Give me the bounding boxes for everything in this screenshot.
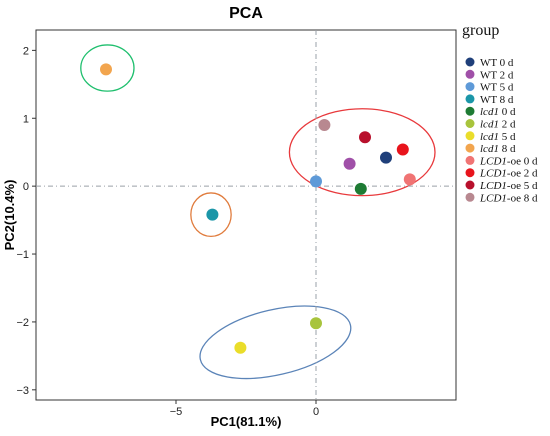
legend-label: LCD1-oe 0 d [479, 155, 538, 167]
y-tick-label: 1 [23, 113, 29, 125]
plot-frame [35, 29, 457, 401]
y-tick-label: 0 [23, 181, 29, 193]
legend-marker [465, 94, 475, 104]
data-point [380, 151, 392, 164]
legend-label: WT 0 d [480, 57, 514, 69]
y-tick-label: −1 [16, 249, 29, 261]
legend-label: lcd1 5 d [480, 131, 516, 143]
legend-label: LCD1-oe 2 d [479, 168, 538, 180]
data-point [359, 131, 371, 144]
data-point [206, 208, 219, 221]
data-point [310, 175, 322, 188]
legend-label: lcd1 0 d [480, 106, 516, 118]
legend-marker [465, 155, 475, 165]
data-point [354, 182, 367, 195]
legend-label: WT 5 d [480, 82, 514, 94]
points-layer [100, 63, 416, 354]
group-ellipse [80, 44, 135, 92]
legend-marker [465, 131, 475, 141]
legend-title: group [462, 22, 499, 39]
legend-marker [465, 143, 475, 153]
legend-marker [465, 168, 475, 178]
data-point [100, 63, 112, 76]
group-ellipse [190, 192, 232, 238]
legend-marker [465, 180, 475, 190]
data-point [234, 341, 247, 354]
x-tick-label: −5 [170, 406, 183, 418]
y-tick-label: −2 [16, 317, 29, 329]
data-point [403, 173, 416, 186]
group-ellipse [288, 108, 436, 197]
chart-title: PCA [229, 5, 263, 22]
legend-label: WT 2 d [480, 69, 514, 81]
x-tick-label: 0 [313, 406, 319, 418]
x-axis-ticks: −5 0 [170, 400, 319, 418]
x-axis-label: PC1(81.1%) [211, 414, 282, 429]
legend-label: LCD1-oe 5 d [479, 180, 538, 192]
y-axis-label: PC2(10.4%) [2, 180, 17, 251]
legend-label: lcd1 2 d [480, 119, 516, 131]
y-tick-label: −3 [16, 385, 29, 397]
legend-label: LCD1-oe 8 d [479, 192, 538, 204]
data-point [310, 317, 322, 330]
legend-marker [465, 192, 475, 202]
legend-marker [465, 106, 475, 116]
group-ellipse [199, 305, 352, 380]
legend-marker [465, 69, 475, 79]
zero-lines [36, 30, 456, 400]
y-axis-ticks: 2 1 0 −1 −2 −3 [16, 45, 36, 397]
y-tick-label: 2 [23, 45, 29, 57]
legend-label: WT 8 d [480, 94, 514, 106]
data-point [396, 143, 409, 156]
data-point [318, 119, 331, 132]
data-point [343, 157, 356, 170]
legend-marker [465, 119, 475, 128]
legend-marker [465, 82, 475, 92]
legend-marker [465, 57, 475, 67]
legend-label: lcd1 8 d [480, 143, 516, 155]
ellipses-layer [80, 44, 436, 380]
